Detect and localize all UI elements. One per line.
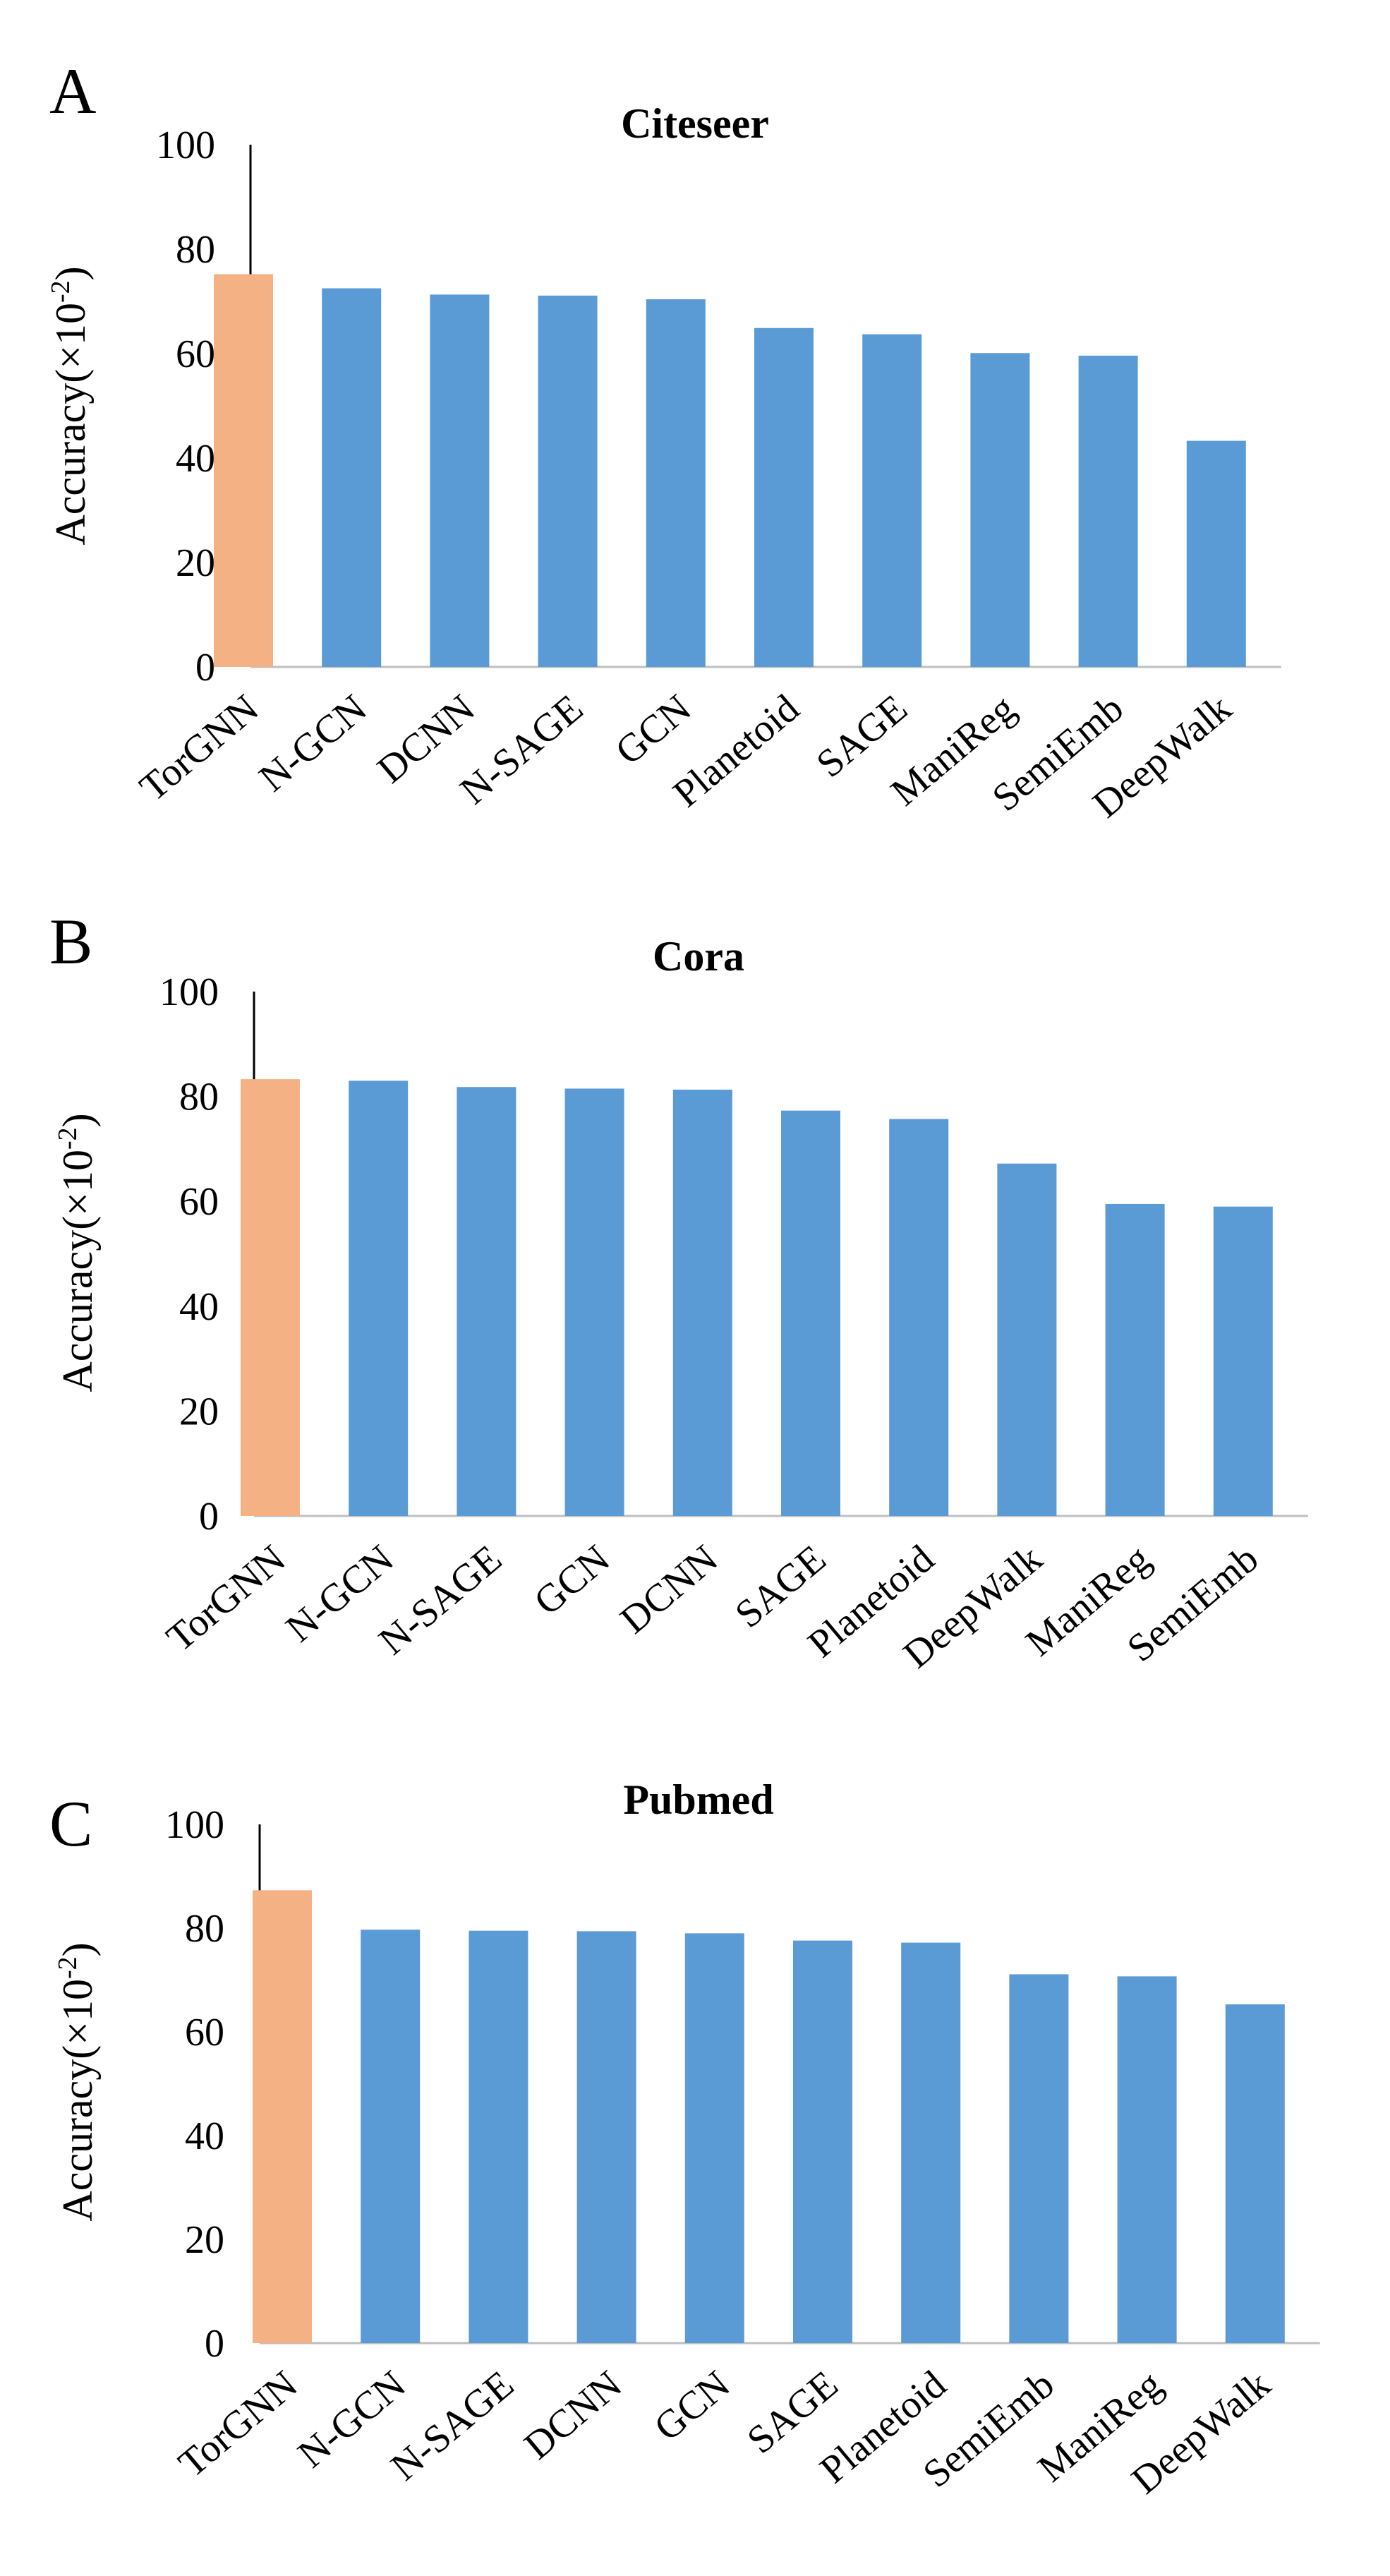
bar-planetoid xyxy=(754,327,814,667)
y-tick-label: 100 xyxy=(159,970,219,1014)
chart-title: Pubmed xyxy=(623,1776,773,1823)
bar-n-gcn xyxy=(349,1081,409,1516)
bar-deepwalk xyxy=(997,1163,1057,1516)
y-tick-label: 80 xyxy=(179,1076,219,1119)
y-tick-label: 40 xyxy=(176,437,215,481)
y-tick-label: 100 xyxy=(156,124,215,167)
category-label: GCN xyxy=(608,686,699,773)
bar-planetoid xyxy=(901,1942,961,2343)
panel-letter: B xyxy=(49,905,92,977)
bar-gcn xyxy=(564,1088,624,1516)
category-label: TorGNN xyxy=(159,1536,294,1660)
y-tick-label: 100 xyxy=(165,1803,224,1847)
y-axis-label-exponent: -2 xyxy=(53,1127,83,1150)
bar-manireg xyxy=(970,353,1030,667)
bar-dcnn xyxy=(576,1931,636,2343)
y-tick-label: 60 xyxy=(185,2011,224,2054)
bar-n-sage xyxy=(469,1930,528,2343)
y-tick-label: 60 xyxy=(179,1180,219,1224)
category-label: GCN xyxy=(526,1536,618,1623)
bar-sage xyxy=(793,1940,852,2343)
y-tick-label: 80 xyxy=(176,228,215,272)
y-tick-label: 20 xyxy=(179,1390,219,1433)
y-tick-label: 0 xyxy=(205,2322,224,2366)
y-tick-label: 40 xyxy=(185,2114,224,2158)
category-label: GCN xyxy=(646,2362,738,2449)
panel-letter: C xyxy=(49,1788,92,1860)
bar-dcnn xyxy=(672,1089,732,1516)
category-label: N-GCN xyxy=(251,686,375,800)
bar-deepwalk xyxy=(1186,440,1246,667)
bar-n-gcn xyxy=(322,288,382,667)
y-axis-label-main: Accuracy(×10 xyxy=(54,1150,101,1392)
bar-torgnn xyxy=(214,274,273,667)
chart-title: Citeseer xyxy=(621,100,769,147)
y-tick-label: 80 xyxy=(185,1907,224,1951)
bar-deepwalk xyxy=(1225,2004,1285,2343)
bar-n-gcn xyxy=(361,1930,421,2343)
category-label: TorGNN xyxy=(132,686,267,809)
bar-semiemb xyxy=(1009,1974,1069,2343)
chart-panel-c: C Pubmed 0 20 40 60 80 100 Accuracy(×10-2) TorGNN… xyxy=(49,1776,1320,2503)
y-tick-label: 60 xyxy=(176,332,215,376)
bar-semiemb xyxy=(1213,1206,1273,1516)
bar-torgnn xyxy=(241,1079,300,1516)
y-axis-label-close: ) xyxy=(47,266,94,280)
y-tick-label: 0 xyxy=(195,646,215,690)
bar-n-sage xyxy=(538,295,598,667)
bar-n-sage xyxy=(457,1087,516,1516)
bar-manireg xyxy=(1105,1203,1165,1516)
y-axis-label-close: ) xyxy=(54,1942,101,1956)
y-axis-label-exponent: -2 xyxy=(53,1956,83,1979)
y-tick-label: 0 xyxy=(199,1495,219,1539)
chart-panel-b: B Cora 0 20 40 60 80 100 Accuracy(×10-2) TorGNN N-… xyxy=(49,905,1308,1677)
chart-title: Cora xyxy=(653,933,744,980)
category-label: N-SAGE xyxy=(452,686,591,812)
y-axis-label: Accuracy(×10-2) xyxy=(53,1113,101,1392)
y-axis-label: Accuracy(×10-2) xyxy=(53,1942,101,2221)
y-axis-label-main: Accuracy(×10 xyxy=(54,1979,101,2222)
bar-planetoid xyxy=(889,1119,949,1516)
category-label: DCNN xyxy=(516,2362,630,2467)
category-label: N-SAGE xyxy=(371,1536,510,1663)
bar-gcn xyxy=(646,299,706,667)
category-label: DCNN xyxy=(612,1536,726,1642)
y-tick-label: 40 xyxy=(179,1285,219,1329)
bar-manireg xyxy=(1117,1976,1177,2343)
y-tick-label: 20 xyxy=(185,2218,224,2262)
category-label: TorGNN xyxy=(171,2362,306,2486)
bar-torgnn xyxy=(253,1890,312,2343)
bar-sage xyxy=(781,1110,840,1516)
y-axis-label-main: Accuracy(×10 xyxy=(47,303,94,546)
bar-sage xyxy=(862,334,922,667)
bar-gcn xyxy=(684,1933,744,2343)
chart-panel-a: A Citeseer 0 20 40 60 80 100 Accuracy(×10-2) TorG… xyxy=(46,55,1281,826)
bar-semiemb xyxy=(1078,355,1138,667)
bar-dcnn xyxy=(430,294,490,667)
category-label: N-SAGE xyxy=(383,2362,522,2488)
y-tick-label: 20 xyxy=(176,541,215,585)
y-axis-label-close: ) xyxy=(54,1113,101,1127)
y-axis-label: Accuracy(×10-2) xyxy=(46,266,94,545)
y-axis-label-exponent: -2 xyxy=(46,280,75,303)
panel-letter: A xyxy=(49,55,96,127)
